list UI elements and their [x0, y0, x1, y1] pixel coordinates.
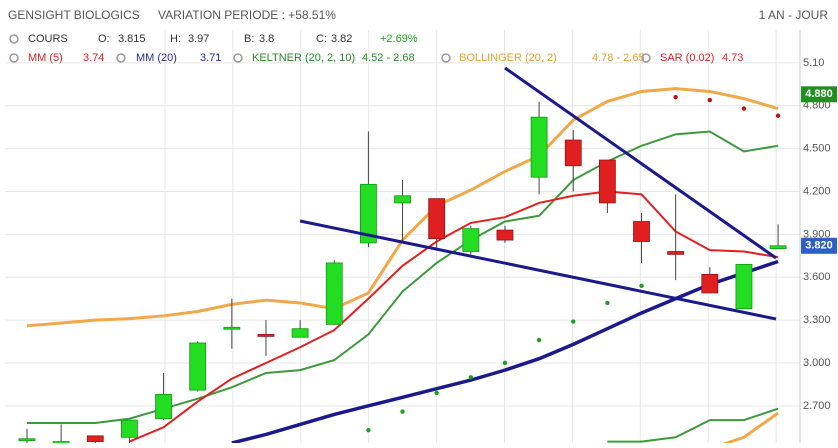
price-badge-label: 4.880: [805, 88, 833, 100]
sar-dot: [605, 300, 610, 306]
indicator-name: MM (5): [28, 52, 63, 64]
sar-dot: [434, 390, 439, 396]
y-axis: 5.10 4.800 4.500 4.200 3.900 3.600 3.300 3.000 2…: [801, 57, 837, 412]
plot: [18, 87, 787, 443]
price-badge: [801, 237, 837, 254]
quote-field: COURS: [28, 33, 68, 45]
candle-body: [564, 139, 582, 167]
settings-icon[interactable]: [641, 53, 651, 63]
sar-dot: [571, 319, 576, 324]
y-tick-label: 4.200: [803, 185, 831, 197]
candle-body: [223, 326, 241, 330]
candle-body: [633, 221, 650, 242]
sar-dot: [775, 113, 781, 118]
y-tick-label: 3.300: [803, 314, 831, 326]
indicator-value: 4.73: [722, 52, 743, 64]
y-tick-label: 3.600: [803, 271, 831, 283]
quote-field: +2.69%: [380, 33, 418, 45]
indicator-line: [231, 259, 779, 443]
y-tick-label: 5.10: [803, 57, 824, 69]
candle-body: [18, 438, 36, 442]
quote-field: B:: [244, 33, 254, 45]
sar-dot: [366, 427, 371, 433]
period[interactable]: 1 AN - JOUR: [759, 8, 829, 22]
y-tick-label: 3.000: [803, 357, 831, 369]
indicator-line: [129, 190, 779, 443]
trend-line: [299, 219, 777, 321]
settings-icon[interactable]: [9, 53, 19, 63]
sar-dot: [400, 409, 405, 414]
indicator-name: BOLLINGER (20, 2): [459, 52, 557, 64]
quote-field: 3.815: [118, 33, 146, 45]
legend: COURS O: 3.815 H: 3.97 B: 3.8 C: 3.82 +2.69% MM (5…: [9, 33, 743, 64]
quote-field: 3.8: [259, 33, 274, 45]
indicator-name: KELTNER (20, 2, 10): [252, 52, 355, 64]
y-tick-label: 2.700: [803, 400, 831, 412]
sar-dot: [502, 360, 508, 366]
quote-field: O:: [98, 33, 110, 45]
candle-body: [462, 228, 480, 252]
sar-dot: [673, 94, 678, 100]
price-badge: [801, 86, 837, 103]
candle-body: [257, 333, 275, 337]
candle-body: [394, 195, 411, 204]
indicator-line: [27, 130, 779, 424]
candle-body: [769, 245, 787, 250]
sar-dot: [741, 106, 747, 111]
candle-body: [735, 263, 753, 310]
candle-body: [291, 328, 309, 338]
candle-body: [189, 342, 207, 391]
candle-body: [155, 394, 172, 420]
indicator-value: 4.52 - 2.68: [362, 52, 415, 64]
indicator-value: 4.78 - 2.65: [592, 52, 645, 64]
indicator-line: [722, 411, 779, 443]
sar-dot: [536, 337, 542, 343]
y-tick-label: 4.500: [803, 143, 831, 155]
candle-body: [86, 435, 104, 442]
sar-dot: [707, 97, 712, 103]
trend-line: [504, 66, 777, 260]
indicator-line: [607, 407, 779, 443]
sar-dot: [639, 283, 644, 289]
stock-name: GENSIGHT BIOLOGICS: [8, 8, 140, 22]
candle-body: [667, 251, 685, 255]
indicator-name: SAR (0.02): [660, 52, 714, 64]
candle-body: [359, 183, 377, 244]
candle-body: [428, 198, 446, 240]
variation: VARIATION PERIODE : +58.51%: [158, 8, 336, 22]
candle-body: [530, 116, 548, 178]
settings-icon[interactable]: [233, 53, 243, 63]
quote-field: H:: [170, 33, 181, 45]
sar-dot: [468, 375, 474, 380]
quote-field: 3.82: [331, 33, 352, 45]
indicator-value: 3.71: [200, 52, 221, 64]
candle-body: [325, 262, 343, 325]
candle-body: [701, 273, 719, 294]
candle-body: [496, 229, 514, 241]
quote-field: C:: [316, 33, 327, 45]
settings-icon[interactable]: [116, 53, 126, 63]
indicator-value: 3.74: [83, 52, 104, 64]
settings-icon[interactable]: [441, 53, 451, 63]
candle-body: [598, 159, 616, 204]
settings-icon[interactable]: [9, 34, 19, 44]
y-tick-label: 3.900: [803, 228, 831, 240]
quote-field: 3.97: [188, 33, 209, 45]
indicator-name: MM (20): [136, 52, 177, 64]
candle-body: [121, 419, 138, 438]
y-tick-label: 4.800: [803, 100, 831, 112]
price-badge-label: 3.820: [805, 240, 833, 252]
